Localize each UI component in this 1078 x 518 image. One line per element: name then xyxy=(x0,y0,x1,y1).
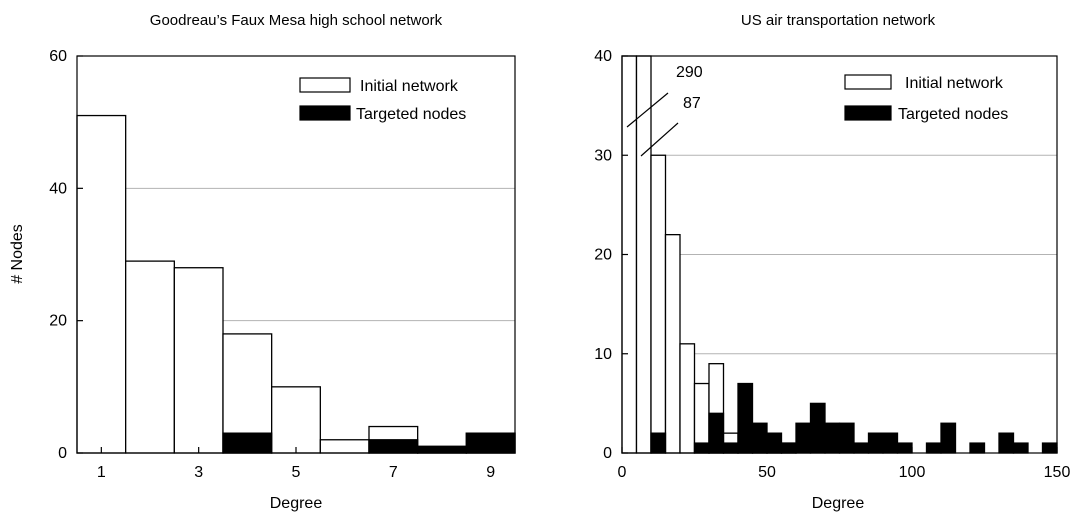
bar-targeted xyxy=(722,442,739,454)
bar-initial xyxy=(679,343,696,454)
legend-swatch-targeted xyxy=(299,105,351,121)
axis-break-annotations: 290 87 xyxy=(626,64,703,157)
y-ticks: 0 20 40 60 xyxy=(49,48,83,462)
bar-targeted xyxy=(838,422,855,454)
x-tick-label: 9 xyxy=(486,464,495,481)
y-ticks: 0 10 20 30 40 xyxy=(594,48,628,462)
bar-targeted xyxy=(809,402,826,454)
bar-targeted xyxy=(780,442,797,454)
bar-initial xyxy=(650,154,667,454)
legend-swatch-targeted xyxy=(844,105,892,121)
legend-label-initial: Initial network xyxy=(360,78,459,95)
bar-targeted xyxy=(940,422,957,454)
bar-initial xyxy=(635,55,652,454)
bar-targeted xyxy=(925,442,942,454)
y-tick-label: 10 xyxy=(594,346,612,363)
bar-targeted xyxy=(998,432,1015,454)
bar-targeted xyxy=(1041,442,1058,454)
bar-targeted xyxy=(737,382,754,454)
bar-targeted xyxy=(969,442,986,454)
legend: Initial network Targeted nodes xyxy=(299,77,466,123)
bar-targeted xyxy=(882,432,899,454)
bar-targeted xyxy=(708,412,725,454)
bar-targeted xyxy=(853,442,870,454)
y-tick-label: 60 xyxy=(49,48,67,65)
y-tick-label: 0 xyxy=(58,445,67,462)
x-tick-label: 0 xyxy=(618,464,627,481)
y-tick-label: 40 xyxy=(49,180,67,197)
bar-initial xyxy=(76,114,127,454)
bar-targeted xyxy=(766,432,783,454)
chart-title: US air transportation network xyxy=(741,12,936,29)
bar-targeted xyxy=(222,432,273,454)
legend-label-initial: Initial network xyxy=(905,75,1004,92)
x-tick-label: 1 xyxy=(97,464,106,481)
y-tick-label: 40 xyxy=(594,48,612,65)
x-tick-label: 3 xyxy=(194,464,203,481)
legend: Initial network Targeted nodes xyxy=(844,74,1008,123)
chart-faux-mesa: Goodreau’s Faux Mesa high school network… xyxy=(9,12,516,512)
bar-targeted xyxy=(417,445,467,454)
x-tick-label: 7 xyxy=(389,464,398,481)
x-axis-label: Degree xyxy=(812,495,865,512)
legend-label-targeted: Targeted nodes xyxy=(356,106,466,123)
legend-label-targeted: Targeted nodes xyxy=(898,106,1008,123)
gridlines xyxy=(622,154,1057,355)
legend-swatch-initial xyxy=(844,74,892,90)
bar-targeted xyxy=(824,422,841,454)
bar-targeted xyxy=(693,442,710,454)
bars-initial-network xyxy=(76,114,516,454)
legend-swatch-initial xyxy=(299,77,351,93)
x-tick-label: 150 xyxy=(1044,464,1071,481)
x-ticks: 1 3 5 7 9 xyxy=(97,447,495,481)
annotation-290: 290 xyxy=(676,64,703,81)
bar-initial xyxy=(319,439,370,454)
bar-targeted xyxy=(1012,442,1029,454)
bar-targeted xyxy=(650,432,667,454)
y-tick-label: 20 xyxy=(594,247,612,264)
break-mark-290 xyxy=(626,92,669,128)
bar-initial xyxy=(173,267,224,454)
y-tick-label: 20 xyxy=(49,313,67,330)
bar-initial xyxy=(664,233,681,454)
y-tick-label: 0 xyxy=(603,445,612,462)
y-axis-label: # Nodes xyxy=(9,224,26,284)
break-mark-87 xyxy=(640,122,679,157)
annotation-87: 87 xyxy=(683,95,701,112)
x-tick-label: 50 xyxy=(758,464,776,481)
bar-initial xyxy=(125,260,175,454)
x-axis-label: Degree xyxy=(270,495,323,512)
x-ticks: 0 50 100 150 xyxy=(618,447,1071,481)
bar-targeted xyxy=(751,422,768,454)
bar-targeted xyxy=(896,442,913,454)
chart-title: Goodreau’s Faux Mesa high school network xyxy=(150,12,443,29)
x-tick-label: 5 xyxy=(292,464,301,481)
bar-initial xyxy=(271,386,321,454)
x-tick-label: 100 xyxy=(899,464,926,481)
chart-us-air: US air transportation network 0 50 100 150 … xyxy=(594,12,1070,512)
y-tick-label: 30 xyxy=(594,147,612,164)
bar-targeted xyxy=(795,422,812,454)
bar-targeted xyxy=(867,432,884,454)
bars-targeted-nodes xyxy=(650,382,1058,454)
